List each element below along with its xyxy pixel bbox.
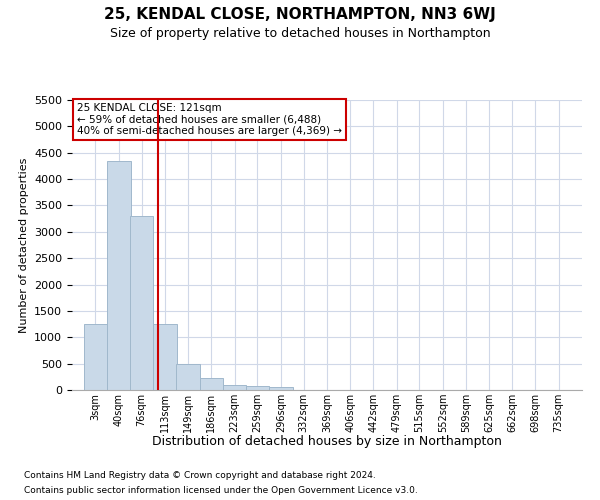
Bar	[269, 388, 293, 390]
Bar	[223, 384, 247, 390]
Text: Size of property relative to detached houses in Northampton: Size of property relative to detached ho…	[110, 28, 490, 40]
Text: Contains HM Land Registry data © Crown copyright and database right 2024.: Contains HM Land Registry data © Crown c…	[24, 471, 376, 480]
Text: 25 KENDAL CLOSE: 121sqm
← 59% of detached houses are smaller (6,488)
40% of semi: 25 KENDAL CLOSE: 121sqm ← 59% of detache…	[77, 103, 342, 136]
Bar	[199, 378, 223, 390]
Text: Distribution of detached houses by size in Northampton: Distribution of detached houses by size …	[152, 435, 502, 448]
Y-axis label: Number of detached properties: Number of detached properties	[19, 158, 29, 332]
Bar	[130, 216, 154, 390]
Bar	[84, 324, 107, 390]
Bar	[107, 160, 131, 390]
Bar	[245, 386, 269, 390]
Bar	[154, 324, 177, 390]
Text: Contains public sector information licensed under the Open Government Licence v3: Contains public sector information licen…	[24, 486, 418, 495]
Bar	[176, 364, 199, 390]
Text: 25, KENDAL CLOSE, NORTHAMPTON, NN3 6WJ: 25, KENDAL CLOSE, NORTHAMPTON, NN3 6WJ	[104, 8, 496, 22]
